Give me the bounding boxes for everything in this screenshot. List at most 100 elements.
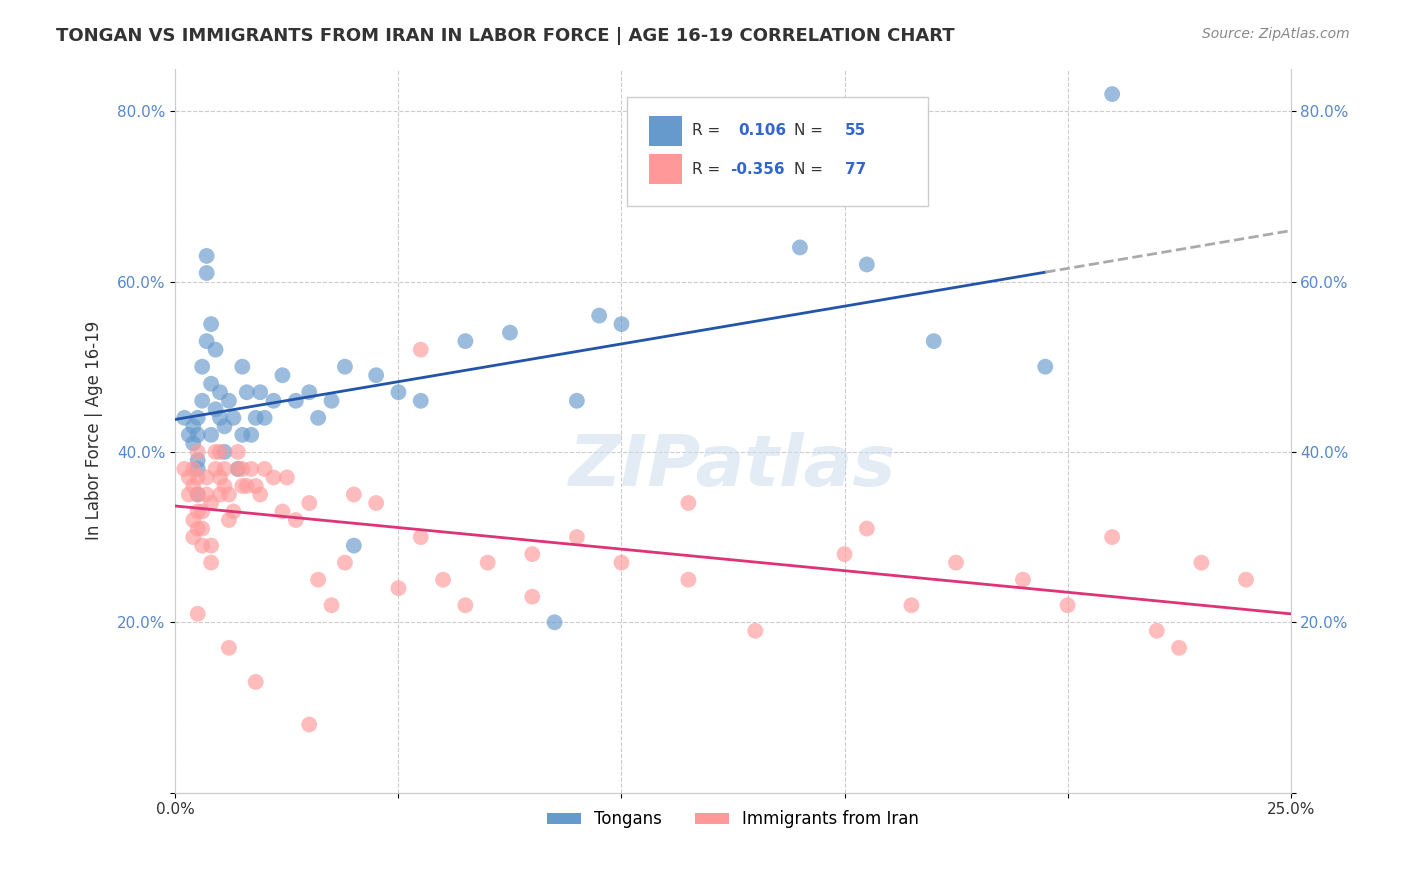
Point: [187, 470, 209, 484]
Point: [1033, 359, 1056, 374]
Point: [333, 359, 356, 374]
Point: [195, 266, 218, 280]
Point: [231, 479, 253, 493]
Point: [240, 427, 263, 442]
Point: [284, 393, 307, 408]
Point: [789, 240, 811, 254]
Text: ZIPatlas: ZIPatlas: [569, 433, 897, 501]
Point: [191, 359, 214, 374]
Point: [191, 522, 214, 536]
Point: [387, 581, 409, 595]
Point: [454, 599, 477, 613]
Point: [307, 410, 329, 425]
Point: [191, 539, 214, 553]
Point: [187, 522, 209, 536]
Point: [678, 573, 700, 587]
Point: [177, 487, 200, 501]
Point: [1101, 87, 1123, 101]
Point: [343, 539, 366, 553]
Point: [181, 513, 204, 527]
Point: [195, 487, 218, 501]
Point: [218, 513, 240, 527]
Text: 55: 55: [845, 123, 866, 138]
Point: [245, 674, 267, 689]
Text: TONGAN VS IMMIGRANTS FROM IRAN IN LABOR FORCE | AGE 16-19 CORRELATION CHART: TONGAN VS IMMIGRANTS FROM IRAN IN LABOR …: [56, 27, 955, 45]
Point: [1189, 556, 1212, 570]
Point: [187, 487, 209, 501]
Point: [271, 368, 294, 383]
Point: [284, 513, 307, 527]
Point: [276, 470, 298, 484]
Point: [200, 539, 222, 553]
Point: [366, 496, 388, 510]
Point: [343, 487, 366, 501]
Point: [200, 496, 222, 510]
Point: [1056, 599, 1078, 613]
Point: [177, 427, 200, 442]
Point: [945, 556, 967, 570]
Point: [744, 624, 766, 638]
Point: [187, 487, 209, 501]
Point: [195, 249, 218, 263]
Point: [177, 470, 200, 484]
Point: [204, 462, 226, 476]
Point: [1101, 530, 1123, 544]
Point: [214, 462, 236, 476]
Point: [565, 393, 588, 408]
Point: [214, 445, 236, 459]
Point: [240, 462, 263, 476]
Text: R =: R =: [692, 123, 730, 138]
Point: [454, 334, 477, 348]
Point: [195, 334, 218, 348]
Point: [1168, 640, 1191, 655]
Point: [543, 615, 565, 630]
Point: [610, 317, 633, 331]
Point: [208, 487, 231, 501]
Point: [245, 410, 267, 425]
Point: [588, 309, 610, 323]
Point: [181, 419, 204, 434]
Point: [218, 393, 240, 408]
Point: [387, 385, 409, 400]
Point: [214, 479, 236, 493]
Point: [231, 359, 253, 374]
Point: [522, 547, 544, 561]
Point: [321, 393, 343, 408]
Point: [187, 462, 209, 476]
Point: [226, 445, 249, 459]
Text: 77: 77: [845, 161, 866, 177]
Point: [307, 573, 329, 587]
Point: [522, 590, 544, 604]
Point: [187, 607, 209, 621]
FancyBboxPatch shape: [627, 97, 928, 206]
Point: [226, 462, 249, 476]
Point: [195, 470, 218, 484]
Point: [204, 445, 226, 459]
Point: [187, 410, 209, 425]
Point: [366, 368, 388, 383]
Point: [253, 462, 276, 476]
Point: [298, 385, 321, 400]
Point: [922, 334, 945, 348]
Point: [231, 427, 253, 442]
Point: [856, 257, 879, 271]
Point: [236, 479, 259, 493]
Point: [191, 393, 214, 408]
Point: [236, 385, 259, 400]
Point: [900, 599, 922, 613]
Legend: Tongans, Immigrants from Iran: Tongans, Immigrants from Iran: [541, 804, 925, 835]
FancyBboxPatch shape: [650, 116, 682, 146]
Point: [204, 402, 226, 417]
Point: [181, 530, 204, 544]
Point: [249, 385, 271, 400]
Y-axis label: In Labor Force | Age 16-19: In Labor Force | Age 16-19: [86, 321, 103, 541]
Text: N =: N =: [794, 123, 828, 138]
Text: 0.106: 0.106: [738, 123, 787, 138]
Point: [208, 470, 231, 484]
Point: [432, 573, 454, 587]
Point: [298, 717, 321, 731]
Point: [678, 496, 700, 510]
Point: [1146, 624, 1168, 638]
Point: [173, 410, 195, 425]
Text: Source: ZipAtlas.com: Source: ZipAtlas.com: [1202, 27, 1350, 41]
